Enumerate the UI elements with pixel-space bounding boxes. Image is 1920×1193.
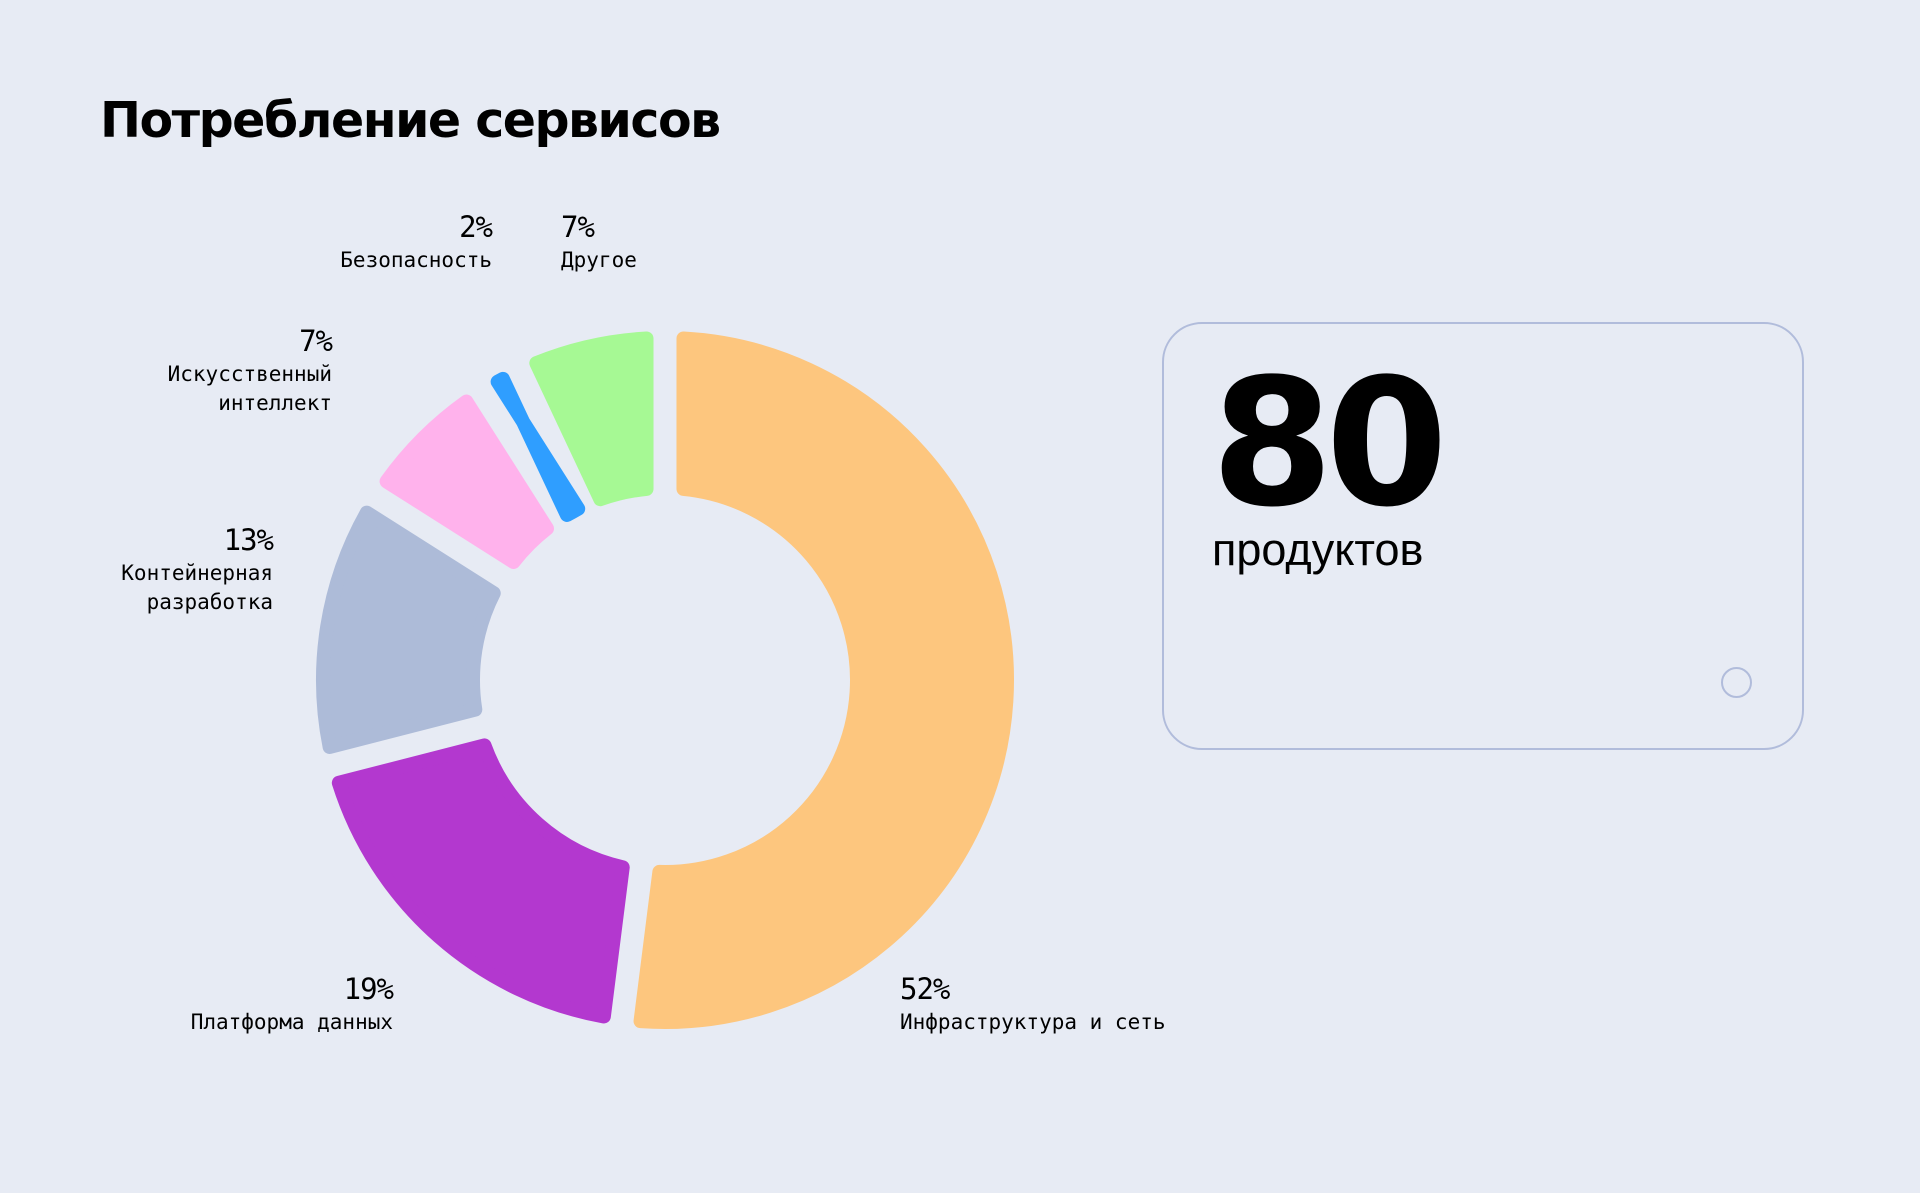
category-label: Контейнерная разработка: [121, 561, 273, 614]
label-infrastructure: 52% Инфраструктура и сеть: [900, 972, 1166, 1037]
label-containers: 13% Контейнерная разработка: [121, 523, 274, 617]
circle-icon: [1721, 667, 1752, 698]
label-data-platform: 19% Платформа данных: [190, 972, 394, 1037]
value-label: 19%: [343, 972, 394, 1006]
label-ai: 7% Искусственный интеллект: [167, 324, 333, 418]
product-count: 80: [1211, 341, 1448, 546]
donut-slice-4: [490, 371, 586, 522]
product-count-unit: продуктов: [1212, 524, 1424, 575]
donut-slice-1: [331, 738, 630, 1024]
label-security: 2% Безопасность: [340, 210, 493, 275]
product-count-card: 80 продуктов: [1162, 322, 1804, 750]
page-title: Потребление сервисов: [100, 92, 721, 149]
value-label: 52%: [900, 972, 950, 1006]
category-label: Искусственный интеллект: [167, 362, 332, 415]
value-label: 7%: [561, 210, 595, 244]
donut-slice-0: [633, 331, 1015, 1029]
donut-slice-2: [316, 505, 501, 755]
donut-slice-3: [379, 394, 555, 570]
label-other: 7% Другое: [561, 210, 637, 275]
donut-slice-5: [529, 331, 654, 507]
value-label: 2%: [459, 210, 493, 244]
category-label: Платформа данных: [190, 1010, 393, 1034]
category-label: Инфраструктура и сеть: [900, 1010, 1166, 1034]
category-label: Другое: [561, 248, 637, 272]
category-label: Безопасность: [340, 248, 492, 272]
value-label: 13%: [223, 523, 274, 557]
value-label: 7%: [299, 324, 333, 358]
